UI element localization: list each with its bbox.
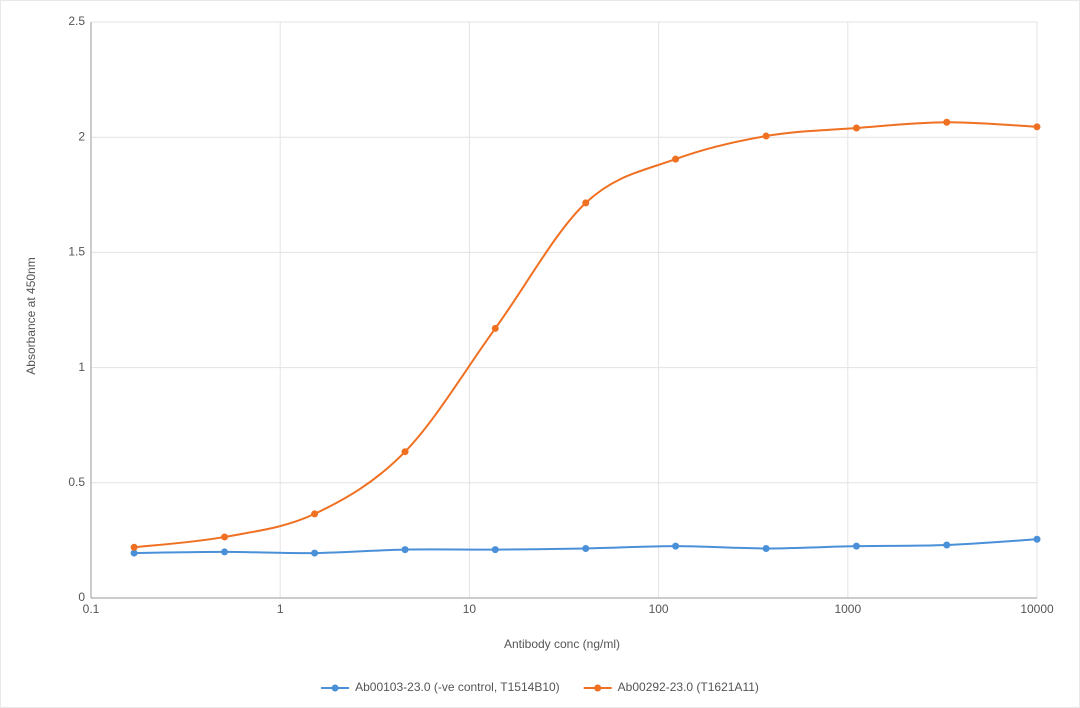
data-point [943,118,951,126]
legend-item: Ab00103-23.0 (-ve control, T1514B10) [321,680,560,694]
data-point [1033,123,1041,131]
data-point [943,541,951,549]
data-point [672,542,680,550]
y-tick-label: 0 [78,590,85,604]
data-point [401,546,409,554]
y-tick-label: 1 [78,360,85,374]
x-tick-label: 10000 [1020,602,1054,616]
data-point [762,132,770,140]
data-point [221,533,229,541]
data-point [582,199,590,207]
x-axis-label: Antibody conc (ng/ml) [504,637,620,651]
data-point [852,124,860,132]
data-point [491,324,499,332]
data-point [311,549,319,557]
legend-item: Ab00292-23.0 (T1621A11) [583,680,759,694]
y-tick-label: 2.5 [68,14,85,28]
legend-label: Ab00103-23.0 (-ve control, T1514B10) [355,680,560,694]
legend-label: Ab00292-23.0 (T1621A11) [618,680,759,694]
x-tick-label: 1 [277,602,284,616]
y-axis-label: Absorbance at 450nm [24,257,38,374]
x-tick-label: 0.1 [83,602,100,616]
data-point [491,546,499,554]
x-tick-label: 10 [463,602,477,616]
data-point [130,543,138,551]
y-tick-label: 1.5 [68,245,85,259]
x-tick-label: 1000 [834,602,861,616]
legend-marker [331,684,339,692]
data-point [130,549,138,557]
data-point [311,510,319,518]
legend-marker [594,684,602,692]
y-tick-label: 2 [78,129,85,143]
data-point [672,155,680,163]
data-point [762,544,770,552]
data-point [401,448,409,456]
legend: Ab00103-23.0 (-ve control, T1514B10) Ab00… [321,680,759,694]
data-point [221,548,229,556]
data-point [582,544,590,552]
data-point [852,542,860,550]
y-tick-label: 0.5 [68,475,85,489]
series-line [134,121,1038,549]
x-tick-label: 100 [649,602,669,616]
data-point [1033,535,1041,543]
